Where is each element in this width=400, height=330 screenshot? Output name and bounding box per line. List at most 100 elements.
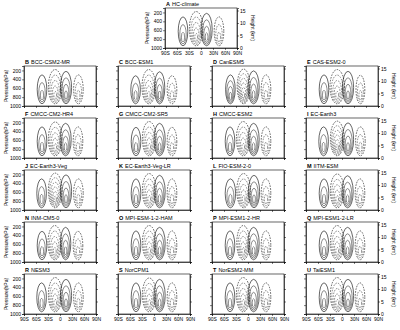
y2-axis-tick [284, 225, 286, 226]
y-axis-tick [116, 140, 118, 141]
x-axis-tick [366, 106, 367, 108]
y-axis-tick-mark [22, 106, 24, 107]
panel: PMPI-ESM1-2-HR [210, 215, 286, 264]
contour [248, 279, 259, 311]
plot-frame [118, 274, 190, 314]
contour [142, 70, 156, 104]
y2-axis-tick [190, 237, 192, 238]
x-axis-tick [318, 106, 319, 108]
x-axis-tick [378, 158, 379, 160]
contour [61, 130, 69, 154]
y-axis-tick-mark [116, 210, 118, 211]
contour [242, 195, 245, 202]
y2-axis-tick [284, 106, 286, 107]
contour [131, 76, 141, 104]
y2-axis-tick [96, 94, 98, 95]
contour [216, 25, 222, 44]
plot-frame [306, 274, 378, 314]
y-axis-tick [116, 287, 118, 288]
x-axis-tick [378, 106, 379, 108]
x-axis-tick [260, 158, 261, 160]
contour [250, 182, 258, 206]
panel-letter: N [25, 215, 29, 221]
y-axis-tick: 1000 [151, 45, 165, 51]
y-axis-tick: 400 [13, 284, 24, 290]
y-axis-tick [116, 262, 118, 263]
contours [225, 278, 271, 312]
y2-axis-tick-label: 15 [381, 222, 387, 228]
x-axis-tick [154, 158, 155, 160]
contour [145, 133, 153, 154]
y2-axis [284, 67, 286, 107]
contour [227, 81, 234, 103]
contour [132, 83, 138, 102]
y2-axis-tick [190, 302, 192, 303]
y-axis-tick [210, 149, 212, 150]
contours [319, 278, 365, 312]
contour [144, 231, 155, 258]
contour [154, 227, 165, 259]
y-axis-tick-mark [116, 158, 118, 159]
y2-axis-tick-mark [190, 289, 192, 290]
contour [229, 92, 231, 99]
y-axis-tick-mark [210, 70, 212, 71]
contour [50, 178, 61, 207]
contour [76, 247, 79, 256]
x-axis-line [119, 263, 191, 265]
y2-axis-tick [284, 173, 286, 174]
y-axis: 2004006008001000 [10, 119, 25, 162]
x-axis-tick-mark [378, 262, 379, 264]
y-axis-tick-mark [22, 262, 24, 263]
x-axis-tick-mark [354, 262, 355, 264]
contour [333, 289, 341, 310]
contour [320, 135, 326, 154]
x-axis-tick-mark [142, 262, 143, 264]
y-axis-tick: 1000 [10, 311, 24, 317]
y-axis-tick: 1000 [10, 259, 24, 265]
y2-axis-line [379, 275, 381, 315]
y2-axis-tick-mark [190, 198, 192, 199]
plot-frame [24, 170, 96, 210]
y-axis-tick-mark [210, 210, 212, 211]
x-axis-tick [72, 158, 73, 160]
panel-letter: O [119, 215, 124, 221]
contour [77, 90, 80, 100]
y-axis-tick-mark [22, 140, 24, 141]
y-axis-title: Pressure(hPa) [3, 226, 9, 259]
contour [356, 75, 365, 103]
y-axis-tick [304, 122, 306, 123]
panel-letter: E [307, 59, 311, 65]
y2-axis-title: Height (km) [391, 73, 397, 99]
y2-axis-tick-mark [284, 289, 286, 290]
contour [344, 129, 352, 154]
x-axis-tick [224, 262, 225, 264]
plot-frame [306, 170, 378, 210]
x-axis-tick [84, 158, 85, 160]
contour [240, 138, 245, 152]
contour [336, 91, 339, 98]
contour [144, 283, 155, 310]
x-axis [213, 158, 285, 160]
x-axis-tick-mark [260, 210, 261, 212]
panel-letter: A [166, 1, 170, 7]
contour [241, 242, 246, 256]
x-axis-tick [130, 158, 131, 160]
x-axis-tick [190, 158, 191, 160]
y-axis-tick: 800 [13, 146, 24, 152]
x-axis-tick-mark [84, 210, 85, 212]
y2-axis-tick-mark [284, 302, 286, 303]
y-axis-tick: 200 [13, 68, 24, 74]
x-axis-tick-label: 90S [208, 316, 218, 322]
y-axis-tick-mark [22, 192, 24, 193]
y2-axis-tick [284, 237, 286, 238]
y2-axis-tick [96, 121, 98, 122]
x-axis-line [213, 107, 285, 109]
contour [158, 247, 161, 255]
y2-axis-tick: 0 [378, 259, 384, 265]
contour [133, 239, 139, 258]
contour [169, 187, 175, 206]
y2-axis [190, 67, 192, 107]
y2-axis: 051015 [378, 118, 387, 162]
contour [227, 239, 233, 258]
contour [319, 231, 329, 260]
